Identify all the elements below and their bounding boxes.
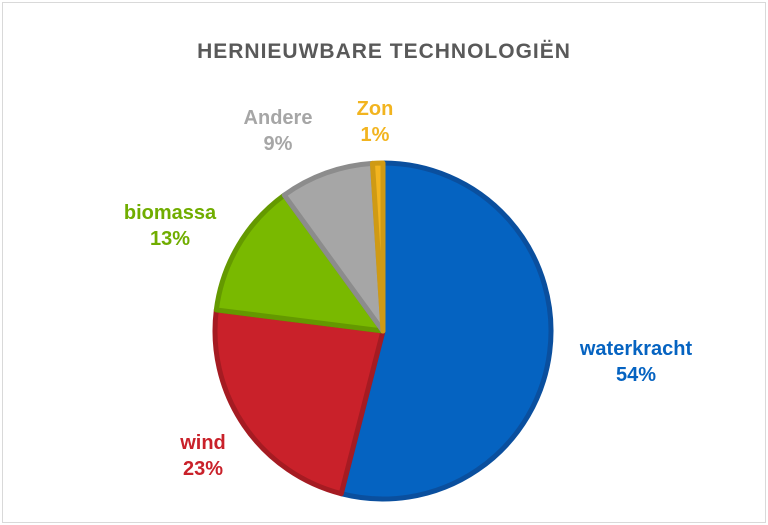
slice-name-wind: wind bbox=[180, 432, 226, 454]
slice-percent-wind: 23% bbox=[182, 458, 224, 480]
slice-percent-zon: 1% bbox=[360, 124, 390, 146]
slice-percent-andere: 9% bbox=[263, 133, 293, 155]
pie-slice-wind bbox=[212, 307, 386, 497]
slice-percent-waterkracht: 54% bbox=[615, 364, 657, 386]
data-label-wind: wind 23% bbox=[158, 430, 248, 482]
slice-percent-biomassa: 13% bbox=[149, 228, 191, 250]
data-label-andere: Andere 9% bbox=[228, 105, 328, 157]
pie-slice-biomassa bbox=[213, 192, 386, 334]
pie-slice-waterkracht bbox=[338, 160, 554, 502]
slice-name-zon: Zon bbox=[356, 98, 394, 120]
data-label-waterkracht: waterkracht 54% bbox=[566, 336, 706, 388]
data-label-zon: Zon 1% bbox=[340, 96, 410, 148]
pie-slice-zon bbox=[369, 160, 386, 334]
slice-name-biomassa: biomassa bbox=[123, 202, 217, 224]
slice-name-waterkracht: waterkracht bbox=[579, 338, 693, 360]
data-label-biomassa: biomassa 13% bbox=[110, 200, 230, 252]
chart-title: HERNIEUWBARE TECHNOLOGIËN bbox=[197, 40, 571, 63]
slice-name-andere: Andere bbox=[243, 107, 313, 129]
